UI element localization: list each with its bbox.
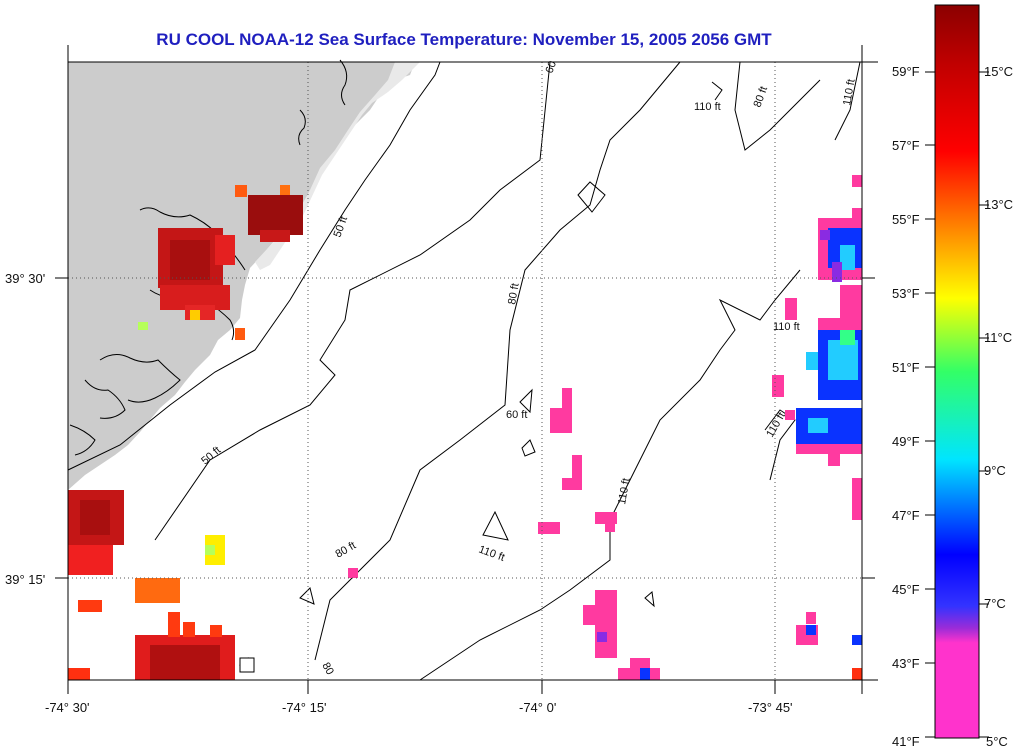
x-tick-label: -74° 0' (519, 700, 556, 715)
depth-contours (67, 61, 861, 681)
y-tick-label: 39° 30' (5, 271, 45, 286)
colorbar-gradient (934, 4, 980, 739)
x-tick-label: -74° 30' (45, 700, 90, 715)
contour-label: 110 ft (773, 321, 800, 333)
celsius-label: 9°C (984, 463, 1006, 478)
x-tick-label: -74° 15' (282, 700, 327, 715)
fahrenheit-label: 41°F (892, 734, 920, 749)
contour-label: 60 ft (506, 409, 527, 421)
fahrenheit-label: 47°F (892, 508, 920, 523)
contour-label: 110 ft (616, 477, 632, 505)
contour-label: 80 ft (506, 282, 522, 305)
celsius-label: 15°C (984, 64, 1013, 79)
fahrenheit-label: 53°F (892, 286, 920, 301)
fahrenheit-label: 55°F (892, 212, 920, 227)
contour-label: 60 (544, 59, 559, 75)
fahrenheit-label: 43°F (892, 656, 920, 671)
sst-pixels (68, 175, 862, 680)
map-frame (55, 45, 878, 694)
contour-label: 110 ft (841, 78, 857, 106)
celsius-label: 7°C (984, 596, 1006, 611)
x-tick-label: -73° 45' (748, 700, 793, 715)
fahrenheit-label: 59°F (892, 64, 920, 79)
graticule (68, 62, 862, 680)
axis-labels: -74° 30' -74° 15' -74° 0' -73° 45' 39° 3… (5, 271, 793, 715)
colorbar: 59°F 57°F 55°F 53°F 51°F 49°F 47°F 45°F … (892, 4, 1013, 749)
fahrenheit-label: 45°F (892, 582, 920, 597)
celsius-label: 11°C (984, 330, 1012, 345)
celsius-label: 13°C (984, 197, 1013, 212)
contour-label: 110 ft (694, 101, 721, 113)
fahrenheit-label: 51°F (892, 360, 920, 375)
fahrenheit-label: 57°F (892, 138, 920, 153)
celsius-label: 5°C (986, 734, 1008, 749)
fahrenheit-label: 49°F (892, 434, 920, 449)
map-title: RU COOL NOAA-12 Sea Surface Temperature:… (156, 30, 772, 49)
contour-label: 80 (319, 661, 336, 678)
y-tick-label: 39° 15' (5, 572, 45, 587)
